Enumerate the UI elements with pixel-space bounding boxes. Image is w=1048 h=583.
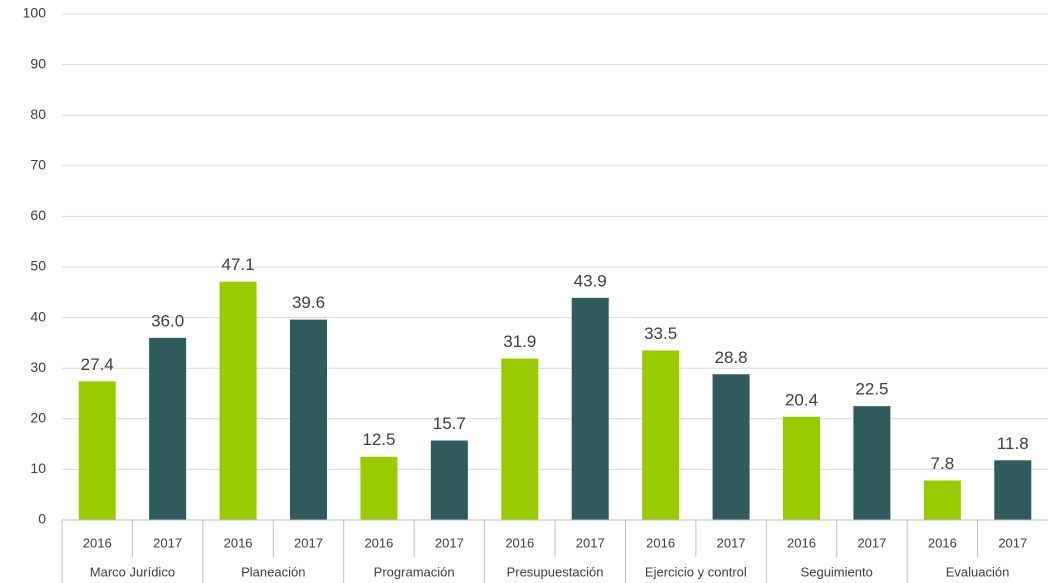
x-sub-label: 2017 [153, 535, 182, 550]
y-tick-label: 10 [30, 460, 46, 476]
y-tick-label: 20 [30, 410, 46, 426]
y-tick-label: 30 [30, 359, 46, 375]
value-label: 12.5 [362, 430, 395, 449]
y-tick-label: 70 [30, 157, 46, 173]
x-group-label: Marco Jurídico [90, 564, 175, 579]
y-tick-label: 60 [30, 207, 46, 223]
value-label: 39.6 [292, 293, 325, 312]
x-sub-label: 2017 [998, 535, 1027, 550]
x-group-label: Ejercicio y control [645, 564, 747, 579]
bar [571, 297, 609, 520]
value-label: 31.9 [503, 332, 536, 351]
y-tick-label: 0 [38, 511, 46, 527]
y-tick-label: 90 [30, 55, 46, 71]
bar [923, 480, 961, 520]
y-tick-label: 50 [30, 258, 46, 274]
bar [501, 358, 539, 520]
x-sub-label: 2016 [787, 535, 816, 550]
x-sub-label: 2017 [576, 535, 605, 550]
value-label: 7.8 [931, 454, 955, 473]
x-sub-label: 2017 [857, 535, 886, 550]
x-sub-label: 2017 [435, 535, 464, 550]
value-label: 15.7 [433, 414, 466, 433]
bar [430, 440, 468, 520]
value-label: 20.4 [785, 390, 818, 409]
bar [642, 350, 680, 520]
bar [149, 337, 187, 520]
x-sub-label: 2017 [717, 535, 746, 550]
x-group-label: Evaluación [946, 564, 1010, 579]
bar [712, 374, 750, 520]
y-tick-label: 100 [23, 5, 47, 21]
x-sub-label: 2016 [83, 535, 112, 550]
value-label: 43.9 [574, 271, 607, 290]
x-sub-label: 2016 [224, 535, 253, 550]
value-label: 11.8 [997, 434, 1029, 453]
x-sub-label: 2016 [505, 535, 534, 550]
value-label: 36.0 [151, 311, 184, 330]
bar [853, 406, 891, 520]
value-label: 33.5 [644, 324, 677, 343]
x-sub-label: 2016 [364, 535, 393, 550]
x-sub-label: 2017 [294, 535, 323, 550]
x-group-label: Programación [374, 564, 455, 579]
x-sub-label: 2016 [646, 535, 675, 550]
x-group-label: Seguimiento [801, 564, 873, 579]
bar [994, 460, 1032, 520]
x-group-label: Planeación [241, 564, 305, 579]
x-sub-label: 2016 [928, 535, 957, 550]
value-label: 28.8 [715, 348, 748, 367]
x-group-label: Presupuestación [507, 564, 604, 579]
bar [783, 416, 820, 520]
value-label: 27.4 [81, 355, 114, 374]
bar [219, 281, 257, 520]
value-label: 22.5 [855, 380, 888, 399]
y-tick-label: 80 [30, 106, 46, 122]
value-label: 47.1 [222, 255, 255, 274]
bar [290, 319, 327, 520]
bar [78, 381, 116, 520]
y-tick-label: 40 [30, 308, 46, 324]
bar [360, 456, 398, 520]
